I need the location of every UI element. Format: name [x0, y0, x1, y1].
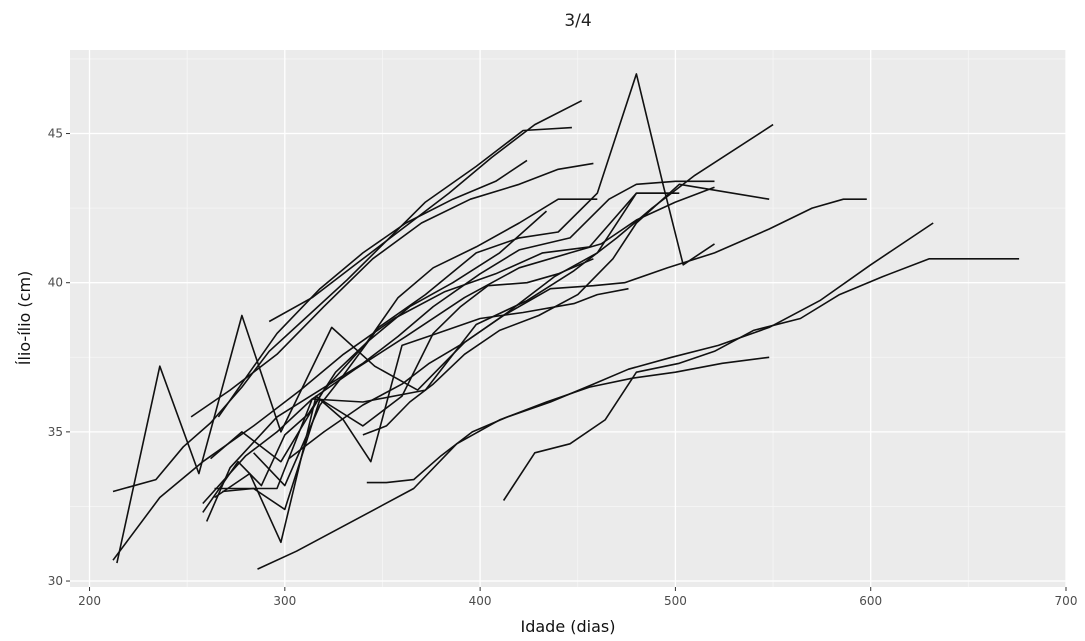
series-line-16	[288, 198, 867, 460]
y-tick-label: 40	[48, 276, 63, 290]
series-line-19	[502, 257, 1020, 501]
x-tick-label: 600	[859, 594, 882, 608]
y-axis-title: Ílio-ílio (cm)	[15, 271, 34, 366]
major-gridlines	[70, 50, 1067, 587]
series-line-1	[112, 126, 572, 493]
series-line-4	[268, 99, 583, 323]
series-line-17	[366, 222, 934, 484]
y-tick-label: 35	[48, 425, 63, 439]
series-line-2	[190, 162, 594, 418]
y-tick-label: 45	[48, 127, 63, 141]
x-tick-label: 500	[664, 594, 687, 608]
x-tick-label: 200	[78, 594, 101, 608]
y-tick-label: 30	[48, 574, 63, 588]
minor-gridlines	[70, 50, 1066, 587]
series-line-8	[202, 186, 715, 505]
series-line-3	[217, 159, 528, 418]
series-line-6	[116, 192, 680, 564]
series-line-5	[112, 192, 676, 561]
series-line-13	[222, 258, 594, 511]
series-line-10	[205, 180, 715, 522]
series-line-18	[257, 356, 770, 570]
y-axis-ticks: 30 35 40 45	[48, 127, 70, 588]
x-tick-label: 300	[273, 594, 296, 608]
x-tick-label: 400	[469, 594, 492, 608]
x-axis-title: Idade (dias)	[521, 617, 616, 636]
plot-panel	[70, 50, 1066, 587]
series-lines	[112, 73, 1020, 570]
x-axis-ticks: 200 300 400 500 600 700	[78, 587, 1077, 608]
chart-title: 3/4	[564, 11, 591, 31]
series-line-14	[362, 183, 770, 436]
x-tick-label: 700	[1055, 594, 1078, 608]
series-line-15	[214, 287, 629, 544]
